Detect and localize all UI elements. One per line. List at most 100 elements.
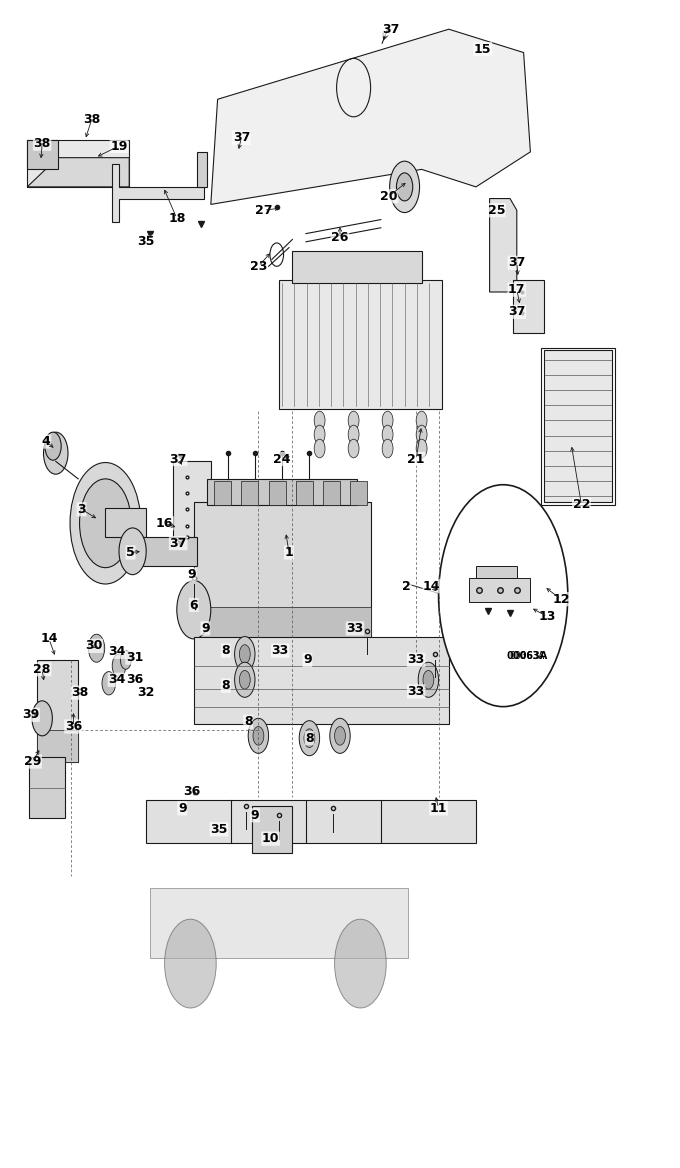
Circle shape: [165, 919, 216, 1008]
Polygon shape: [252, 806, 292, 853]
Text: 14: 14: [40, 632, 58, 646]
Polygon shape: [27, 158, 129, 187]
Circle shape: [80, 479, 131, 568]
Circle shape: [120, 651, 131, 669]
Polygon shape: [279, 280, 442, 409]
Text: 36: 36: [65, 719, 82, 734]
Text: 30: 30: [85, 639, 103, 653]
Text: 00063A: 00063A: [507, 652, 547, 661]
Text: 16: 16: [156, 516, 173, 530]
Circle shape: [177, 580, 211, 639]
Circle shape: [235, 637, 255, 672]
Text: 37: 37: [233, 131, 250, 145]
Text: 27: 27: [255, 203, 273, 217]
Text: 17: 17: [508, 283, 526, 297]
Circle shape: [32, 701, 52, 736]
Circle shape: [335, 919, 386, 1008]
Text: 21: 21: [407, 452, 425, 466]
Text: 38: 38: [83, 112, 101, 126]
Circle shape: [382, 411, 393, 430]
Polygon shape: [207, 479, 357, 505]
Circle shape: [248, 718, 269, 753]
Text: 14: 14: [423, 579, 441, 593]
Circle shape: [70, 463, 141, 584]
Polygon shape: [296, 481, 313, 505]
Polygon shape: [269, 481, 286, 505]
Text: 36: 36: [126, 673, 143, 687]
Circle shape: [382, 425, 393, 444]
Polygon shape: [29, 757, 65, 818]
Circle shape: [390, 161, 420, 213]
Circle shape: [314, 425, 325, 444]
Text: 31: 31: [126, 651, 143, 665]
Text: 26: 26: [331, 230, 349, 244]
Circle shape: [119, 528, 146, 575]
Text: 25: 25: [488, 203, 505, 217]
Circle shape: [235, 662, 255, 697]
Circle shape: [44, 432, 68, 474]
Circle shape: [335, 726, 345, 745]
Text: 8: 8: [305, 731, 313, 745]
Polygon shape: [292, 251, 422, 283]
Text: 39: 39: [22, 708, 39, 722]
Text: 9: 9: [188, 568, 196, 582]
Polygon shape: [146, 800, 476, 843]
Text: 2: 2: [403, 579, 411, 593]
Circle shape: [382, 439, 393, 458]
Text: 38: 38: [33, 137, 51, 151]
Circle shape: [45, 432, 61, 460]
Circle shape: [416, 411, 427, 430]
Polygon shape: [211, 29, 530, 204]
Polygon shape: [214, 481, 231, 505]
Text: 9: 9: [251, 808, 259, 822]
Polygon shape: [112, 164, 204, 222]
Polygon shape: [173, 461, 211, 549]
Text: 23: 23: [250, 259, 267, 273]
Circle shape: [314, 411, 325, 430]
Text: 28: 28: [33, 662, 51, 676]
Text: 9: 9: [201, 621, 209, 635]
Circle shape: [314, 439, 325, 458]
Text: 37: 37: [169, 452, 187, 466]
Text: 22: 22: [573, 498, 590, 512]
Circle shape: [239, 645, 250, 663]
Text: 37: 37: [169, 536, 187, 550]
Text: 35: 35: [137, 235, 155, 249]
Text: 19: 19: [110, 139, 128, 153]
Polygon shape: [143, 537, 197, 566]
Circle shape: [418, 662, 439, 697]
Text: 10: 10: [262, 832, 279, 846]
Text: 8: 8: [222, 679, 230, 693]
Text: 33: 33: [271, 644, 289, 658]
Polygon shape: [513, 280, 544, 333]
Text: 37: 37: [382, 22, 400, 36]
Polygon shape: [194, 637, 449, 724]
Circle shape: [423, 670, 434, 689]
Polygon shape: [469, 578, 530, 602]
Polygon shape: [241, 481, 258, 505]
Polygon shape: [27, 140, 129, 187]
Text: 8: 8: [222, 644, 230, 658]
Circle shape: [416, 439, 427, 458]
Polygon shape: [476, 566, 517, 578]
Circle shape: [348, 411, 359, 430]
Text: 34: 34: [108, 673, 126, 687]
Polygon shape: [194, 502, 371, 637]
Polygon shape: [197, 152, 207, 187]
Text: 18: 18: [168, 211, 186, 225]
Text: 37: 37: [508, 256, 526, 270]
Text: 13: 13: [539, 610, 556, 624]
Polygon shape: [194, 607, 371, 637]
Text: 20: 20: [380, 189, 398, 203]
Polygon shape: [27, 140, 58, 169]
Polygon shape: [37, 660, 78, 762]
Text: 4: 4: [42, 434, 50, 449]
Circle shape: [112, 654, 126, 677]
Circle shape: [330, 718, 350, 753]
Text: 3: 3: [78, 502, 86, 516]
Text: 33: 33: [407, 653, 425, 667]
Text: 00063A: 00063A: [509, 652, 545, 661]
Polygon shape: [350, 481, 367, 505]
Polygon shape: [150, 888, 408, 958]
Text: 36: 36: [183, 785, 201, 799]
